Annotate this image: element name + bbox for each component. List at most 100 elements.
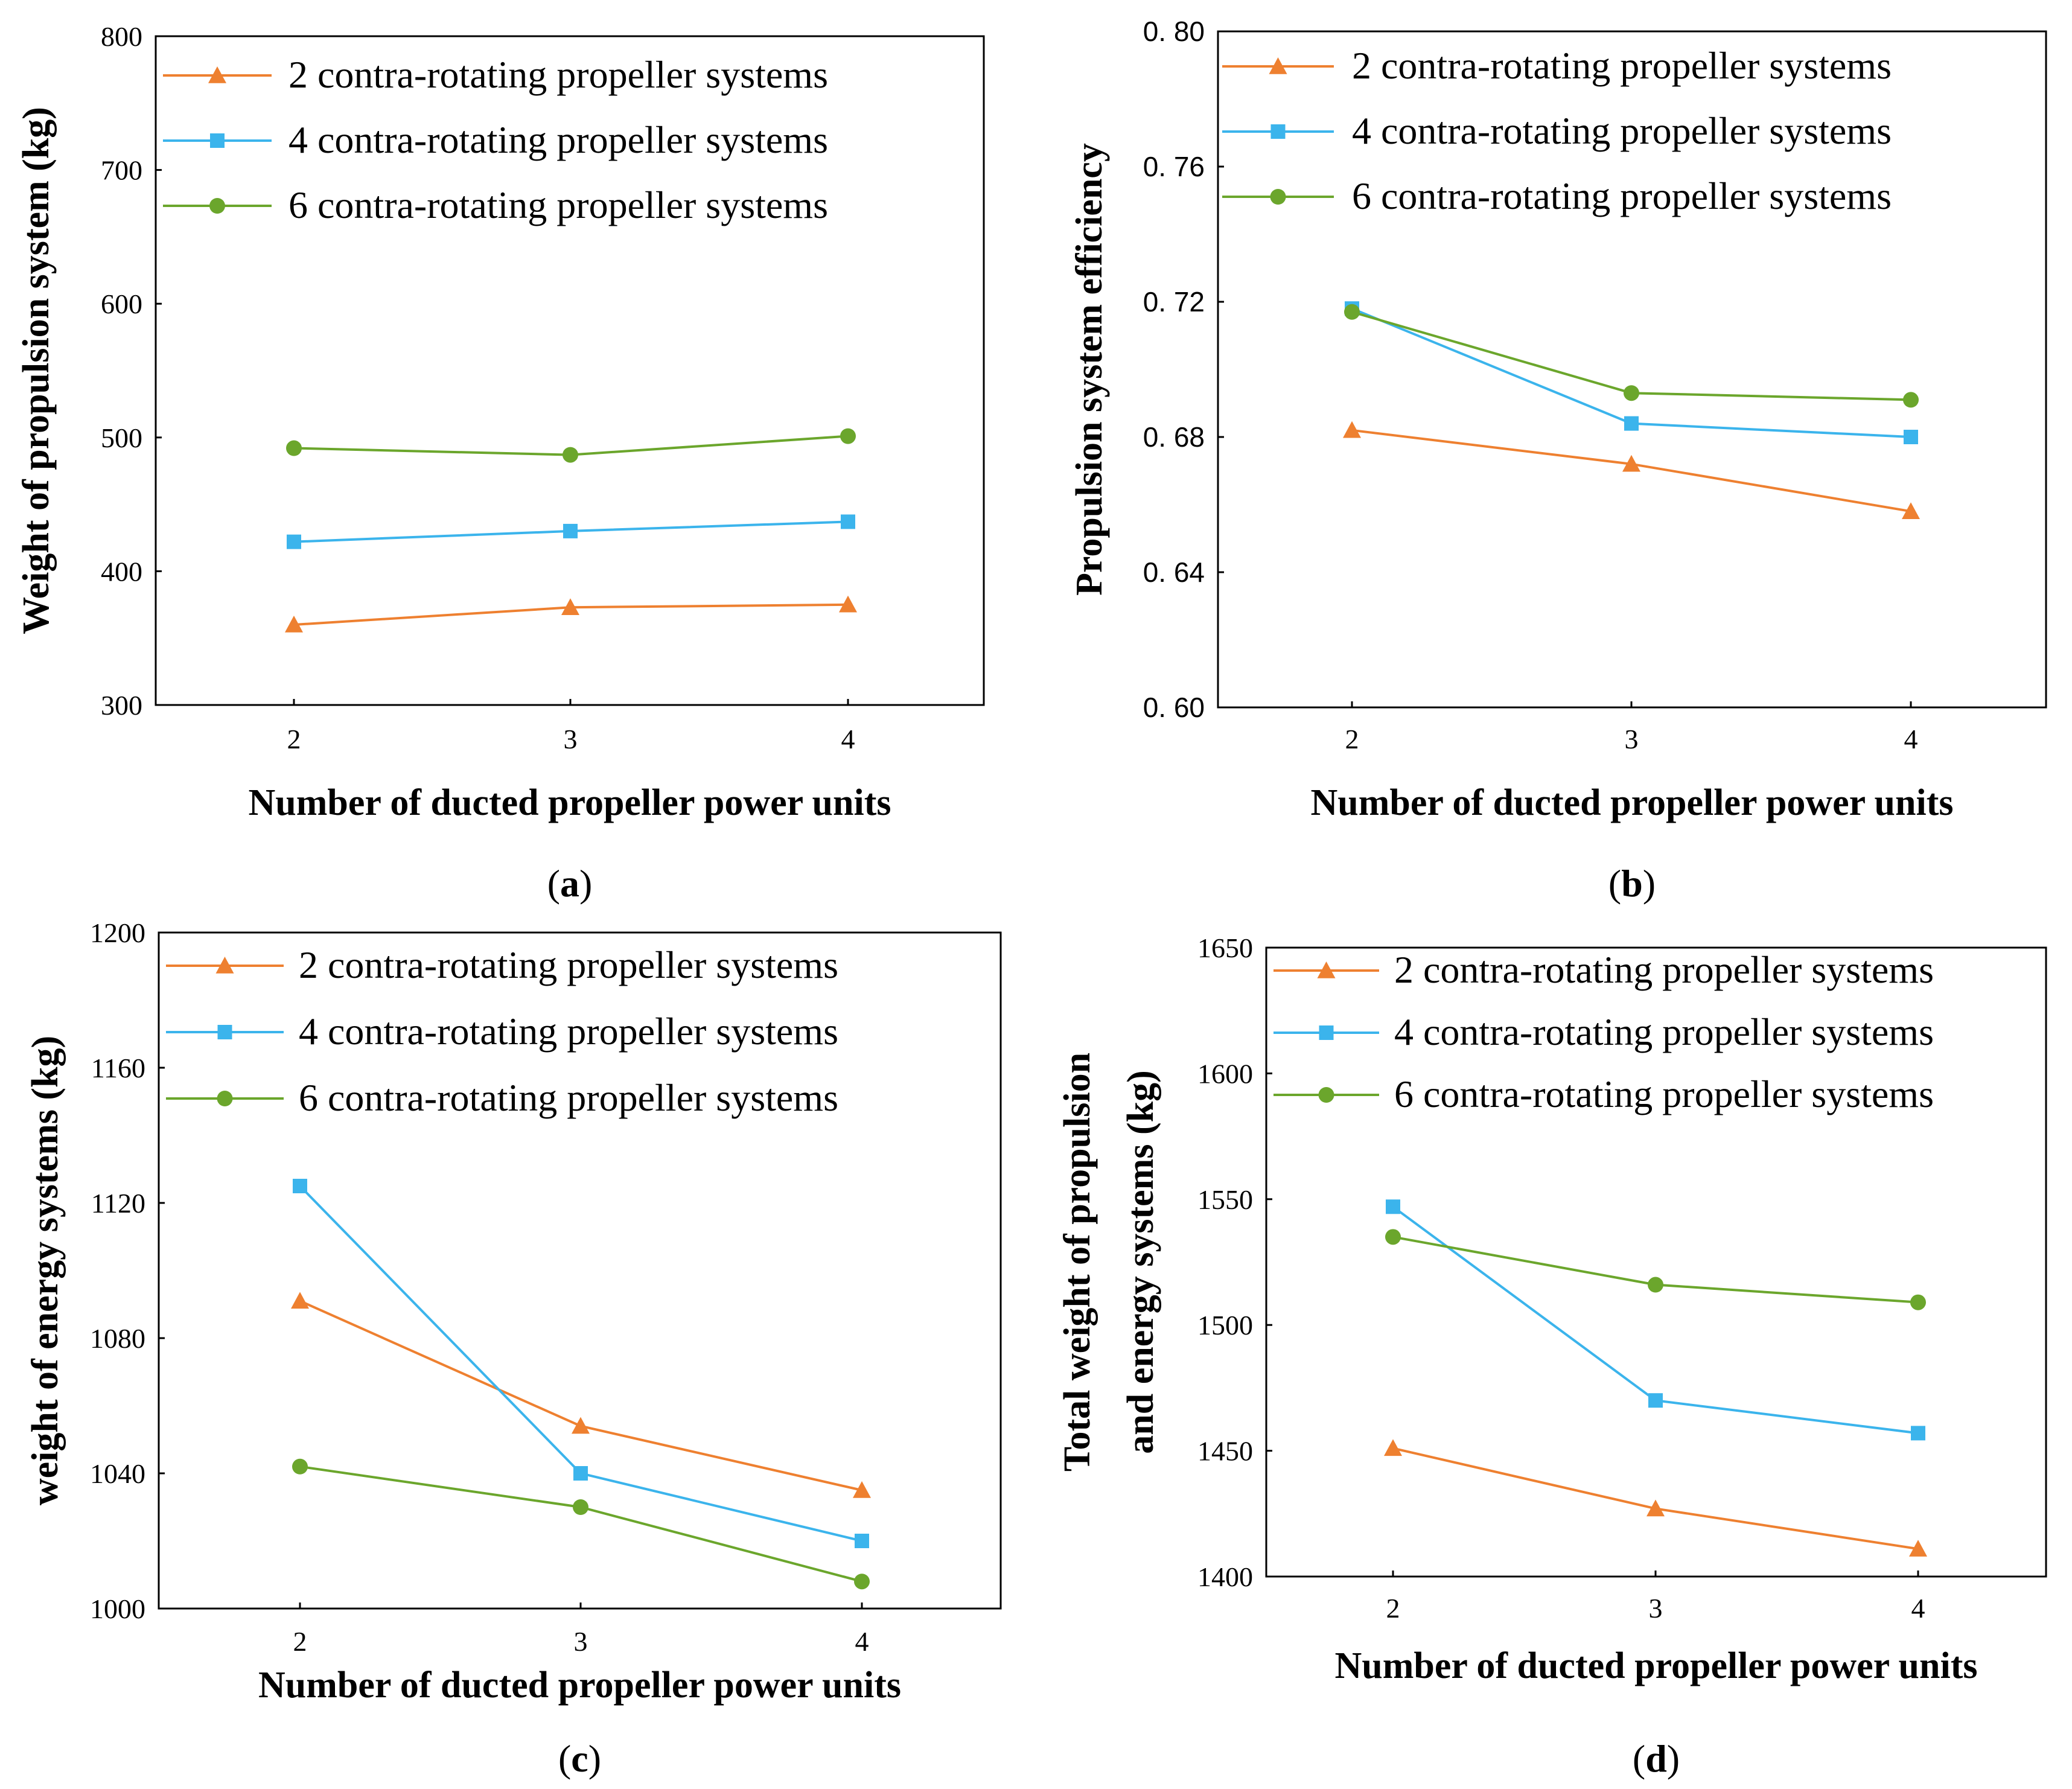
chart-c-series-4-contra-rotating-point	[293, 1179, 307, 1193]
chart-c-ytick-label: 1120	[91, 1188, 145, 1219]
chart-c-legend-swatch-marker	[217, 1091, 233, 1106]
chart-d-legend-entry: 4 contra-rotating propeller systems	[1394, 1010, 1934, 1053]
chart-d-ytick-label: 1600	[1197, 1058, 1253, 1089]
chart-d-legend-entry: 6 contra-rotating propeller systems	[1394, 1073, 1934, 1115]
chart-b-caption-open: (	[1608, 862, 1621, 905]
chart-c-caption-open: (	[558, 1737, 571, 1780]
chart-c-caption-close: )	[588, 1737, 601, 1780]
chart-a-xlabel: Number of ducted propeller power units	[249, 782, 891, 823]
chart-d-ytick-label: 1550	[1197, 1184, 1253, 1215]
chart-b-ytick-label: 0. 76	[1143, 151, 1205, 182]
chart-c-ytick-label: 1080	[90, 1323, 145, 1354]
chart-c-ytick-label: 1160	[91, 1053, 145, 1083]
chart-a-legend-entry: 4 contra-rotating propeller systems	[288, 118, 828, 161]
chart-a-caption-open: (	[547, 862, 560, 905]
chart-b-caption: (b)	[1608, 862, 1656, 905]
chart-d-series-6-contra-rotating-point	[1385, 1229, 1401, 1245]
chart-b-series-2-contra-rotating-point	[1902, 502, 1920, 519]
chart-d-xtick-label: 2	[1386, 1593, 1400, 1624]
chart-d-ytick-label: 1450	[1197, 1436, 1253, 1467]
chart-c-ytick-label: 1200	[90, 917, 145, 948]
chart-d-legend-entry: 2 contra-rotating propeller systems	[1394, 948, 1934, 991]
chart-d-series-4-contra-rotating-point	[1648, 1393, 1663, 1408]
chart-d-xtick-label: 3	[1649, 1593, 1663, 1624]
chart-b-series-2-contra-rotating	[1343, 421, 1920, 519]
chart-c-xtick-label: 4	[855, 1626, 869, 1657]
chart-b-series-4-contra-rotating-point	[1624, 416, 1639, 431]
chart-b-legend-swatch-marker	[1270, 124, 1286, 139]
chart-b-ytick-label: 0. 64	[1143, 556, 1205, 588]
chart-b-legend-entry: 2 contra-rotating propeller systems	[1352, 44, 1892, 87]
chart-b-ytick-label: 0. 68	[1143, 421, 1205, 453]
chart-a-ytick-label: 300	[101, 690, 142, 721]
chart-c-legend-swatch-marker	[217, 1025, 232, 1039]
chart-d-legend-swatch-marker	[1318, 1087, 1334, 1103]
chart-c-series-6-contra-rotating-point	[292, 1458, 308, 1475]
chart-b-caption-close: )	[1643, 862, 1656, 905]
chart-a-series-2-contra-rotating-point	[561, 598, 579, 615]
chart-d: 1400 1450 1500 1550 1600 1650 2 3 4 Number of duc…	[1057, 933, 2047, 1780]
chart-d-series-2-contra-rotating-point	[1646, 1499, 1665, 1517]
chart-b-xtick-label: 3	[1625, 724, 1639, 754]
chart-b-series-4-contra-rotating-point	[1904, 430, 1918, 444]
chart-c-xlabel: Number of ducted propeller power units	[258, 1665, 901, 1706]
chart-a-ytick-label: 400	[101, 556, 142, 587]
chart-b-ylabel: Propulsion system efficiency	[1069, 143, 1110, 596]
chart-b-series-6-contra-rotating	[1344, 304, 1919, 408]
chart-c-legend-entry: 6 contra-rotating propeller systems	[299, 1076, 838, 1119]
chart-d-series-4-contra-rotating	[1386, 1199, 1925, 1441]
chart-b-legend-swatch-marker	[1269, 57, 1287, 74]
chart-c-xtick-label: 2	[293, 1626, 307, 1657]
chart-b-series-2-contra-rotating-point	[1622, 454, 1640, 472]
chart-c-legend-entry: 4 contra-rotating propeller systems	[299, 1010, 838, 1053]
chart-d-series-4-contra-rotating-point	[1911, 1426, 1925, 1441]
chart-d-series-6-contra-rotating	[1385, 1229, 1926, 1310]
chart-d-ytick-label: 1650	[1197, 933, 1253, 963]
chart-a-caption-letter: a	[560, 862, 579, 905]
chart-a-series-2-contra-rotating-point	[839, 595, 857, 613]
chart-d-xlabel: Number of ducted propeller power units	[1335, 1645, 1978, 1686]
chart-d-caption-letter: d	[1645, 1737, 1667, 1780]
chart-c-xtick-label: 3	[574, 1626, 588, 1657]
chart-a-ytick-label: 600	[101, 289, 142, 319]
chart-d-series-2-contra-rotating	[1384, 1439, 1927, 1557]
chart-a-series-4-contra-rotating-point	[563, 523, 578, 538]
chart-c-caption: (c)	[558, 1737, 601, 1780]
chart-a-ytick-label: 800	[101, 21, 142, 52]
chart-a-legend-entry: 2 contra-rotating propeller systems	[288, 53, 828, 96]
chart-c-caption-letter: c	[571, 1737, 588, 1780]
chart-a-series-4-contra-rotating	[287, 514, 855, 549]
chart-d-xtick-label: 4	[1911, 1593, 1925, 1624]
chart-d-legend-swatch-marker	[1317, 961, 1336, 978]
chart-d-ytick-label: 1400	[1197, 1561, 1253, 1592]
chart-b-ytick-label: 0. 72	[1143, 286, 1205, 317]
chart-d-series-2-contra-rotating-point	[1909, 1540, 1927, 1557]
chart-d-legend: 2 contra-rotating propeller systems 4 con…	[1273, 948, 1934, 1115]
chart-a-caption: (a)	[547, 862, 593, 905]
chart-b-series-4-contra-rotating	[1345, 301, 1918, 444]
chart-a-legend-entry: 6 contra-rotating propeller systems	[288, 183, 828, 226]
chart-c-series-2-contra-rotating-point	[291, 1292, 309, 1309]
chart-b-series-2-contra-rotating-point	[1343, 421, 1361, 438]
chart-a-series-4-contra-rotating-point	[841, 514, 855, 529]
chart-d-series-2-contra-rotating-line	[1392, 1447, 1919, 1551]
chart-a-legend: 2 contra-rotating propeller systems 4 con…	[163, 53, 828, 226]
chart-c-series-2-contra-rotating-line	[299, 1299, 862, 1491]
chart-a-xtick-label: 3	[564, 724, 578, 754]
chart-a-series-4-contra-rotating-point	[287, 534, 301, 549]
chart-d-ylabel: and energy systems (kg)	[1120, 1070, 1161, 1453]
chart-c-ytick-label: 1040	[90, 1458, 145, 1489]
chart-d-ylabel: Total weight of propulsion	[1057, 1053, 1098, 1472]
chart-c-series-6-contra-rotating-point	[854, 1574, 870, 1590]
chart-c-series-6-contra-rotating-line	[299, 1465, 862, 1583]
chart-c: 1000 1040 1080 1120 1160 1200 2 3 4 Number of duc…	[25, 917, 1002, 1780]
chart-b-ytick-label: 0. 80	[1143, 16, 1205, 47]
chart-a-ylabel: Weight of propulsion system (kg)	[16, 107, 57, 634]
chart-a-xtick-label: 2	[287, 724, 301, 754]
chart-a-legend-swatch-marker	[209, 198, 225, 214]
chart-a-series-6-contra-rotating-point	[286, 440, 302, 456]
chart-b-xtick-label: 4	[1904, 724, 1918, 754]
chart-c-series-6-contra-rotating-point	[573, 1499, 588, 1515]
chart-a-ytick-label: 500	[101, 423, 142, 453]
